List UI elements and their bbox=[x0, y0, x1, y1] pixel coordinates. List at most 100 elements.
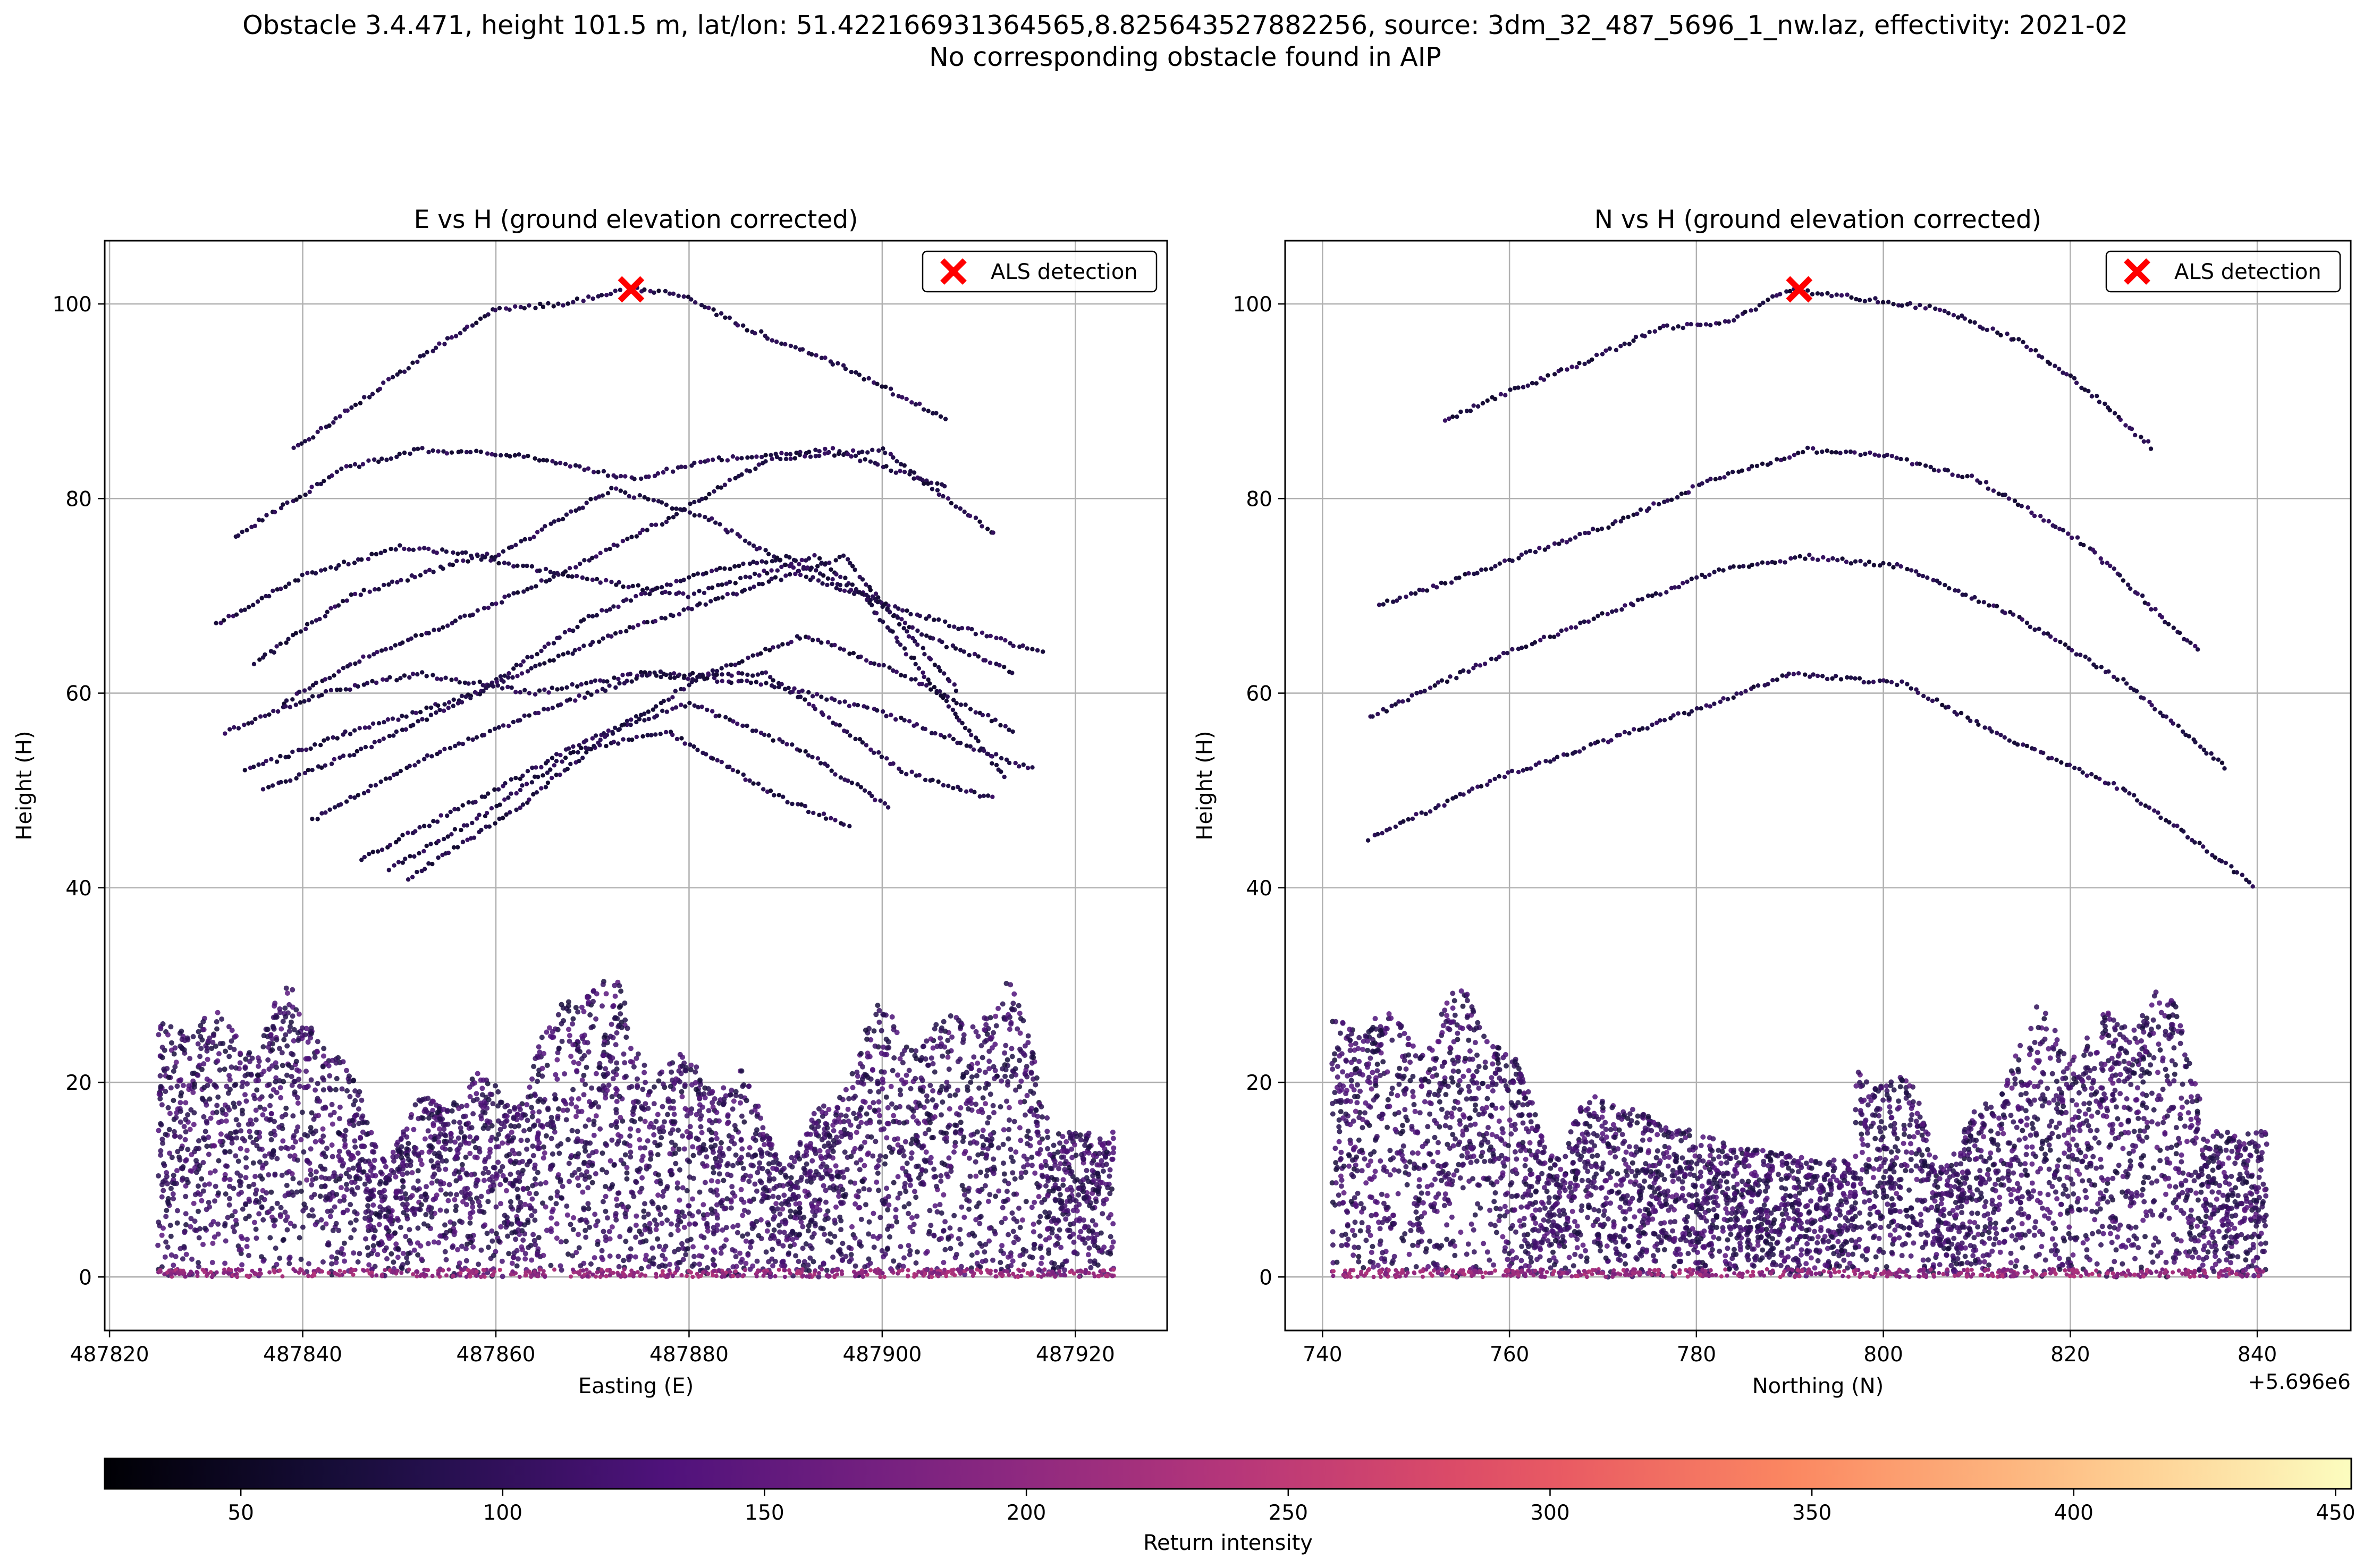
vegetation-point bbox=[504, 1113, 510, 1119]
vegetation-point bbox=[346, 1167, 352, 1173]
vegetation-point bbox=[444, 1208, 450, 1214]
vegetation-point bbox=[684, 1113, 690, 1118]
vegetation-point bbox=[1090, 1205, 1095, 1211]
vegetation-point bbox=[592, 1211, 598, 1217]
wire-point bbox=[849, 454, 854, 459]
vegetation-point bbox=[685, 1246, 690, 1252]
vegetation-point bbox=[493, 1231, 499, 1236]
vegetation-point bbox=[890, 1067, 896, 1073]
vegetation-point bbox=[247, 1129, 252, 1134]
vegetation-point bbox=[159, 1182, 165, 1188]
vegetation-point bbox=[737, 1157, 742, 1163]
vegetation-point bbox=[513, 1158, 519, 1164]
vegetation-point bbox=[163, 1239, 169, 1245]
vegetation-point bbox=[233, 1082, 239, 1088]
wire-point bbox=[327, 675, 332, 681]
wire-point bbox=[719, 485, 724, 490]
ground-point bbox=[523, 1273, 528, 1278]
vegetation-point bbox=[530, 1232, 536, 1238]
vegetation-point bbox=[308, 1172, 314, 1177]
ground-point bbox=[234, 1267, 238, 1272]
vegetation-point bbox=[993, 1013, 999, 1019]
vegetation-point bbox=[318, 1217, 324, 1223]
ground-point bbox=[622, 1273, 627, 1277]
vegetation-point bbox=[1002, 1216, 1008, 1222]
vegetation-point bbox=[881, 1012, 887, 1018]
vegetation-point bbox=[808, 1219, 814, 1225]
vegetation-point bbox=[806, 1192, 812, 1198]
wire-point bbox=[779, 451, 784, 455]
ground-point bbox=[1041, 1273, 1046, 1277]
vegetation-point bbox=[351, 1250, 357, 1256]
ground-point bbox=[342, 1270, 347, 1274]
vegetation-point bbox=[454, 1192, 460, 1198]
vegetation-point bbox=[165, 1196, 171, 1201]
vegetation-point bbox=[532, 1217, 538, 1223]
vegetation-point bbox=[721, 1085, 727, 1091]
vegetation-point bbox=[485, 1199, 491, 1205]
wire-point bbox=[512, 453, 518, 458]
vegetation-point bbox=[646, 1164, 652, 1169]
vegetation-point bbox=[560, 1107, 566, 1113]
vegetation-point bbox=[180, 1082, 186, 1088]
vegetation-point bbox=[1015, 1026, 1020, 1032]
vegetation-point bbox=[329, 1101, 335, 1107]
vegetation-point bbox=[830, 1255, 836, 1260]
vegetation-point bbox=[233, 1153, 239, 1159]
vegetation-point bbox=[391, 1169, 396, 1175]
vegetation-point bbox=[252, 1096, 258, 1101]
vegetation-point bbox=[358, 1134, 363, 1140]
vegetation-point bbox=[482, 1177, 487, 1183]
vegetation-point bbox=[882, 1052, 888, 1057]
ground-point bbox=[1021, 1268, 1026, 1273]
vegetation-point bbox=[637, 1116, 643, 1122]
vegetation-point bbox=[998, 1104, 1003, 1109]
vegetation-point bbox=[906, 1201, 912, 1207]
wire-point bbox=[474, 448, 479, 453]
vegetation-point bbox=[497, 1182, 503, 1188]
vegetation-point bbox=[976, 1085, 982, 1091]
wire-point bbox=[645, 528, 649, 532]
vegetation-point bbox=[660, 1193, 665, 1199]
vegetation-point bbox=[172, 1133, 178, 1139]
vegetation-point bbox=[304, 1177, 310, 1183]
vegetation-point bbox=[268, 1093, 274, 1099]
vegetation-point bbox=[238, 1183, 243, 1189]
vegetation-point bbox=[1006, 1126, 1012, 1132]
vegetation-point bbox=[809, 1158, 815, 1164]
vegetation-point bbox=[904, 1072, 909, 1078]
vegetation-point bbox=[171, 1069, 176, 1074]
vegetation-point bbox=[516, 1104, 522, 1109]
vegetation-point bbox=[481, 1209, 487, 1215]
vegetation-point bbox=[906, 1104, 911, 1110]
vegetation-point bbox=[260, 1044, 266, 1050]
vegetation-point bbox=[386, 1209, 392, 1215]
wire-point bbox=[379, 456, 384, 461]
vegetation-point bbox=[947, 1225, 953, 1231]
vegetation-point bbox=[342, 1133, 348, 1139]
vegetation-point bbox=[917, 1103, 923, 1108]
vegetation-point bbox=[490, 1101, 496, 1107]
ground-point bbox=[254, 1272, 258, 1276]
vegetation-point bbox=[857, 1167, 863, 1173]
vegetation-point bbox=[436, 1139, 442, 1145]
ground-point bbox=[742, 1268, 747, 1273]
vegetation-point bbox=[164, 1066, 170, 1071]
ground-point bbox=[728, 1269, 732, 1274]
ground-point bbox=[944, 1274, 949, 1278]
wire-point bbox=[629, 535, 634, 539]
vegetation-point bbox=[749, 1239, 755, 1244]
vegetation-point bbox=[676, 1260, 681, 1266]
wire-point bbox=[547, 578, 552, 582]
vegetation-point bbox=[253, 1226, 259, 1232]
vegetation-point bbox=[643, 1238, 649, 1244]
vegetation-point bbox=[406, 1140, 411, 1146]
wire-point bbox=[563, 462, 568, 467]
vegetation-point bbox=[947, 1093, 953, 1099]
ground-point bbox=[994, 1274, 999, 1279]
vegetation-point bbox=[472, 1145, 478, 1150]
vegetation-point bbox=[716, 1171, 722, 1177]
vegetation-point bbox=[710, 1100, 715, 1106]
ground-point bbox=[509, 1272, 513, 1277]
vegetation-point bbox=[413, 1146, 419, 1151]
